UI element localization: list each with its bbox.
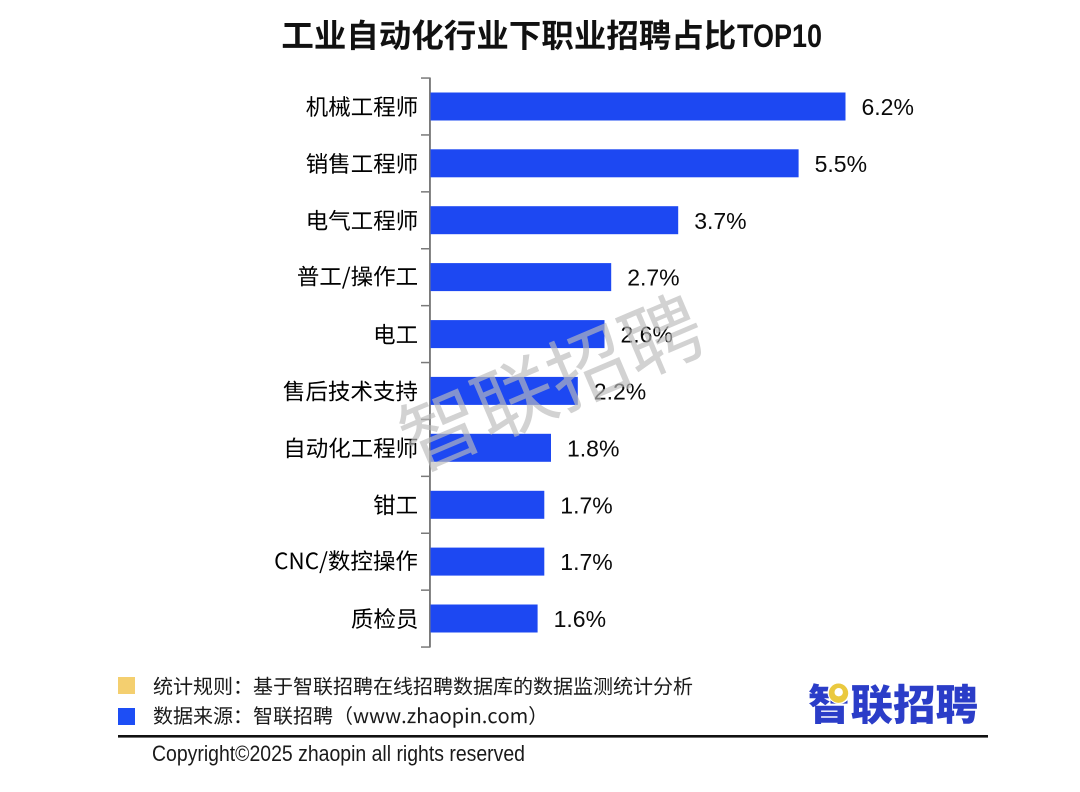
svg-text:1.7%: 1.7% <box>560 492 612 518</box>
svg-text:2.7%: 2.7% <box>627 265 679 291</box>
svg-text:3.7%: 3.7% <box>694 208 746 234</box>
svg-text:TOP10: TOP10 <box>737 18 822 54</box>
svg-text:Copyright©2025 zhaopin all rig: Copyright©2025 zhaopin all rights reserv… <box>152 741 525 766</box>
svg-text:1.7%: 1.7% <box>560 549 612 575</box>
svg-text:6.2%: 6.2% <box>862 94 914 120</box>
svg-text:5.5%: 5.5% <box>815 151 867 177</box>
svg-text:1.8%: 1.8% <box>567 435 619 461</box>
svg-text:1.6%: 1.6% <box>554 606 606 632</box>
